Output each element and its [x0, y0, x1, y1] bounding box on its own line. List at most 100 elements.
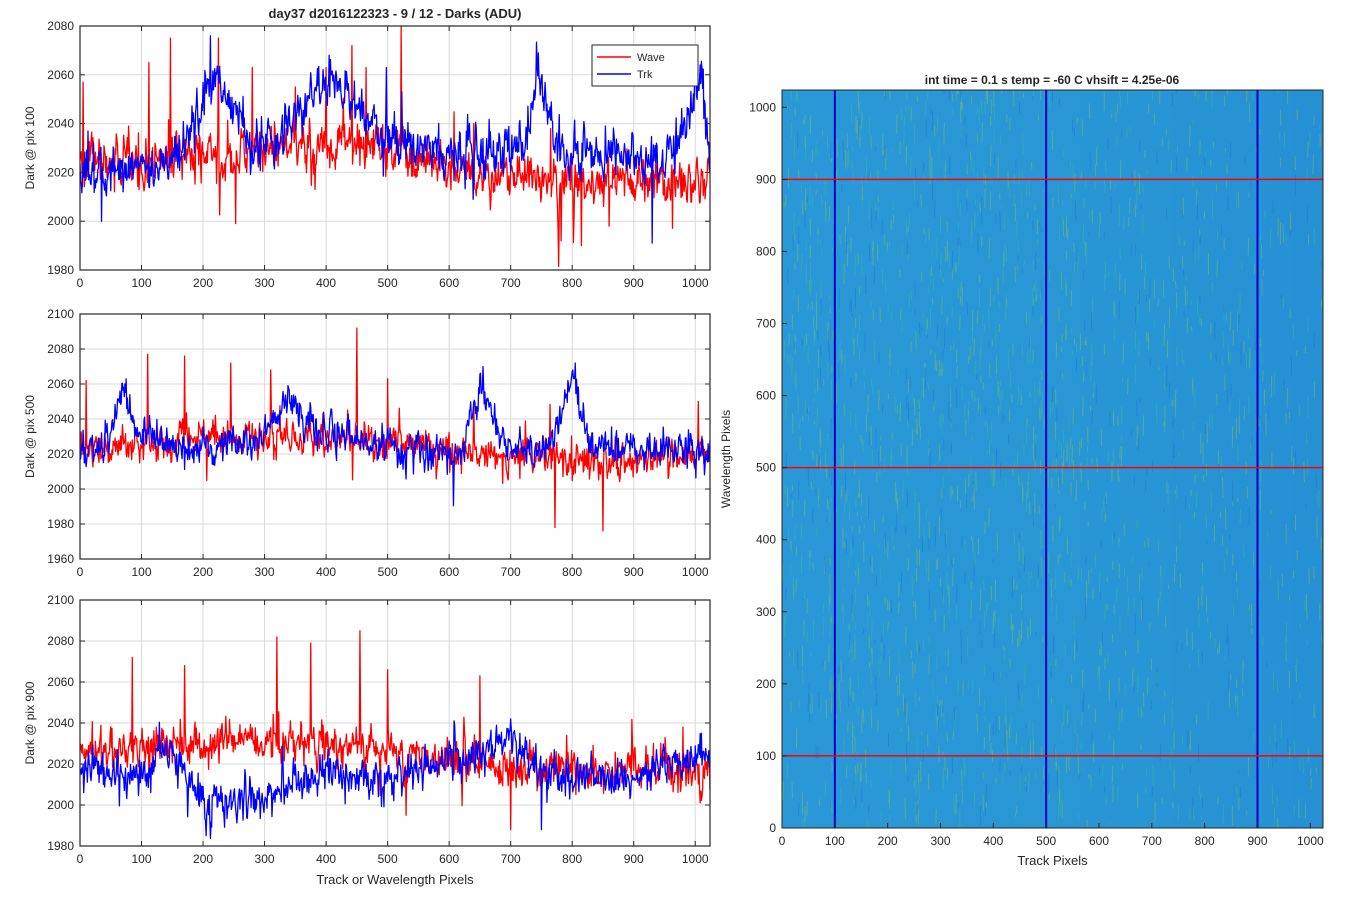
- heatmap-streaks-a: [782, 90, 1323, 828]
- panel1-xtick-label: 300: [255, 565, 275, 579]
- panel0-xtick-label: 200: [193, 276, 213, 290]
- panel0-ylabel: Dark @ pix 100: [23, 106, 37, 189]
- panel2-xtick-label: 1000: [682, 852, 709, 866]
- panel1-xtick-label: 900: [624, 565, 644, 579]
- heatmap-ytick-label: 0: [769, 821, 776, 835]
- panel0-xtick-label: 800: [562, 276, 582, 290]
- panel0-ytick-label: 2060: [47, 68, 74, 82]
- plot-pix900: 0 100 200 300 400 500 600 700 800 900 1000 1980 2000…: [23, 593, 711, 887]
- panel2-xtick-label: 500: [378, 852, 398, 866]
- panel1-xtick-label: 200: [193, 565, 213, 579]
- panel0-ytick-label: 2080: [47, 19, 74, 33]
- panel1-ytick-label: 2080: [47, 342, 74, 356]
- panel2-ytick-label: 2000: [47, 798, 74, 812]
- heatmap-xlabel: Track Pixels: [1017, 853, 1088, 868]
- panel1-ytick-label: 2040: [47, 412, 74, 426]
- series-trk: [80, 362, 710, 507]
- panel2-ytick-label: 2100: [47, 593, 74, 607]
- panel0-frame: [79, 25, 711, 271]
- panel2-frame: [79, 599, 711, 847]
- heatmap-xtick-label: 200: [878, 834, 898, 848]
- heatmap-streaks-b: [782, 90, 1323, 828]
- panel0-xtick-label: 100: [132, 276, 152, 290]
- panel2-ytick-label: 2020: [47, 757, 74, 771]
- panel2-xtick-label: 700: [501, 852, 521, 866]
- figure-title: day37 d2016122323 - 9 / 12 - Darks (ADU): [269, 6, 522, 21]
- panel1-xtick-label: 500: [378, 565, 398, 579]
- legend-label-trk: Trk: [637, 69, 653, 81]
- panel1-xtick-label: 100: [132, 565, 152, 579]
- panel1-xtick-label: 600: [439, 565, 459, 579]
- plot-pix500: 0 100 200 300 400 500 600 700 800 900 1000 1960 1980…: [23, 307, 711, 579]
- heatmap-ylabel: Wavelength Pixels: [719, 410, 733, 508]
- heatmap-xtick-label: 1000: [1297, 834, 1324, 848]
- heatmap-frame: [781, 89, 1324, 829]
- panel1-ytick-label: 2000: [47, 482, 74, 496]
- legend-box: [591, 44, 699, 87]
- panel2-ytick-label: 2060: [47, 675, 74, 689]
- heatmap-shading: [782, 90, 1323, 828]
- heatmap-xtick-label: 400: [983, 834, 1003, 848]
- series-trk: [80, 35, 710, 244]
- heatmap-axes: 0 100 200 300 400 500 600 700 800 900 1000 0 100 200 3…: [749, 100, 1324, 848]
- panel2-xtick-label: 200: [193, 852, 213, 866]
- panel2-xtick-label: 400: [316, 852, 336, 866]
- heatmap-ytick-label: 900: [756, 172, 776, 186]
- panel0-xtick-label: 700: [501, 276, 521, 290]
- panel1-ytick-label: 2020: [47, 447, 74, 461]
- panel1-ytick-label: 1980: [47, 517, 74, 531]
- panel1-xtick-label: 400: [316, 565, 336, 579]
- series-wave: [80, 327, 710, 532]
- heatmap-darks: 0 100 200 300 400 500 600 700 800 900 1000 0 100 200 3…: [719, 89, 1324, 868]
- heatmap-ytick-label: 500: [756, 461, 776, 475]
- panel1-ytick-label: 2100: [47, 307, 74, 321]
- panel2-xtick-label: 600: [439, 852, 459, 866]
- panel0-ytick-label: 2040: [47, 117, 74, 131]
- panel0-xtick-label: 1000: [682, 276, 709, 290]
- heatmap-xtick-label: 700: [1142, 834, 1162, 848]
- heatmap-streaks-c: [785, 90, 1323, 827]
- heatmap-ytick-label: 100: [756, 749, 776, 763]
- panel0-ytick-label: 1980: [47, 263, 74, 277]
- heatmap-xtick-label: 100: [825, 834, 845, 848]
- panel2-xtick-label: 100: [132, 852, 152, 866]
- heatmap-ytick-label: 300: [756, 605, 776, 619]
- panel2-xtick-label: 0: [77, 852, 84, 866]
- panel0-xtick-label: 500: [378, 276, 398, 290]
- heatmap-ytick-label: 1000: [749, 100, 776, 114]
- panel0-xtick-label: 0: [77, 276, 84, 290]
- panel0-xtick-label: 900: [624, 276, 644, 290]
- panel2-xtick-label: 900: [624, 852, 644, 866]
- heatmap-ytick-label: 700: [756, 317, 776, 331]
- heatmap-xtick-label: 600: [1089, 834, 1109, 848]
- panel2-xtick-label: 800: [562, 852, 582, 866]
- panel0-xtick-label: 400: [316, 276, 336, 290]
- series-wave: [80, 26, 710, 268]
- panel0-xtick-label: 600: [439, 276, 459, 290]
- heatmap-xtick-label: 900: [1247, 834, 1267, 848]
- panel2-xtick-label: 300: [255, 852, 275, 866]
- panel0-ytick-label: 2020: [47, 165, 74, 179]
- panel1-ytick-label: 1960: [47, 552, 74, 566]
- heatmap-title: int time = 0.1 s temp = -60 C vhsift = 4…: [925, 73, 1180, 87]
- panel2-ylabel: Dark @ pix 900: [23, 681, 37, 764]
- heatmap-ytick-label: 200: [756, 677, 776, 691]
- heatmap-xtick-label: 500: [1036, 834, 1056, 848]
- panel1-xtick-label: 0: [77, 565, 84, 579]
- legend: Wave Trk: [591, 44, 699, 87]
- panel2-ytick-label: 2080: [47, 634, 74, 648]
- heatmap-ytick-label: 400: [756, 533, 776, 547]
- legend-label-wave: Wave: [637, 52, 665, 64]
- panel1-frame: [79, 313, 711, 560]
- panel1-ytick-label: 2060: [47, 377, 74, 391]
- heatmap-xtick-label: 0: [779, 834, 786, 848]
- panel1-xtick-label: 800: [562, 565, 582, 579]
- panel2-ytick-label: 1980: [47, 839, 74, 853]
- panel2-ytick-label: 2040: [47, 716, 74, 730]
- panel1-ylabel: Dark @ pix 500: [23, 395, 37, 478]
- heatmap-ytick-label: 800: [756, 244, 776, 258]
- panel0-ytick-label: 2000: [47, 214, 74, 228]
- panel0-xtick-label: 300: [255, 276, 275, 290]
- heatmap-xtick-label: 300: [930, 834, 950, 848]
